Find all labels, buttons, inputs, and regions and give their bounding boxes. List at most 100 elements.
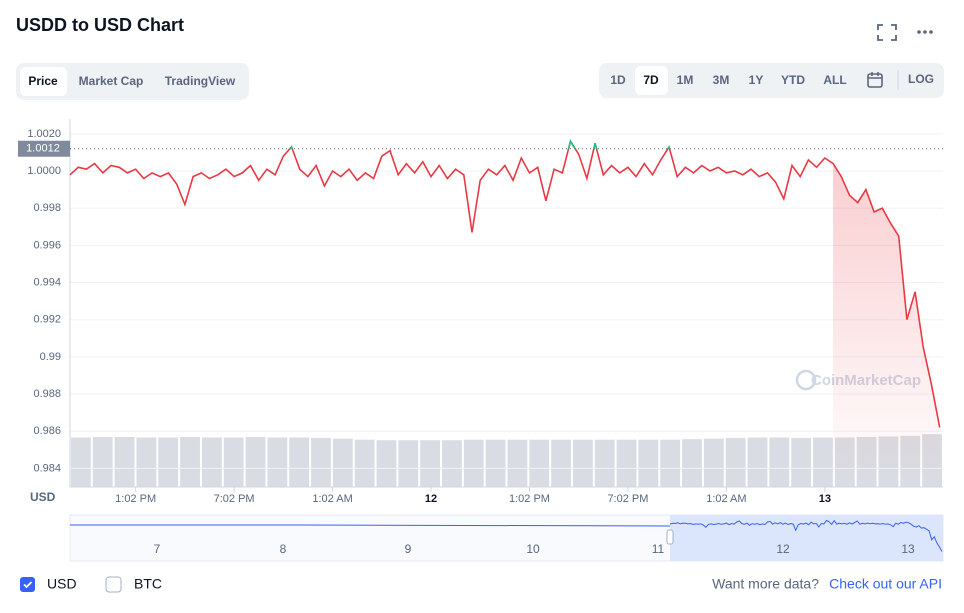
x-tick-label: 1:02 AM — [312, 493, 352, 505]
range-button[interactable]: ALL — [823, 73, 846, 87]
volume-bar — [660, 439, 681, 487]
volume-bar — [136, 437, 157, 487]
volume-bar — [747, 437, 768, 487]
volume-bar — [420, 440, 441, 487]
day-label: 10 — [526, 542, 540, 556]
day-label: 8 — [280, 542, 287, 556]
navigator-line — [669, 519, 943, 552]
day-label: 12 — [776, 542, 790, 556]
tab[interactable]: TradingView — [165, 74, 236, 88]
volume-bar — [507, 439, 528, 487]
x-tick-label: 13 — [819, 493, 831, 505]
range-group — [599, 63, 944, 98]
volume-bar — [354, 439, 375, 487]
x-tick-label: 1:02 PM — [509, 493, 550, 505]
plot: 0.984 0.986 0.988 0.99 0.992 0.994 0.996 0.998 1… — [18, 119, 943, 505]
volume-bar — [813, 437, 833, 487]
x-tick-label: 7:02 PM — [607, 493, 648, 505]
range-button[interactable]: 7D — [643, 73, 659, 87]
day-label: 11 — [652, 542, 665, 556]
watermark-logo — [795, 369, 817, 391]
volume-bar — [551, 439, 571, 487]
volume-bar — [682, 439, 702, 487]
range-button[interactable]: YTD — [781, 73, 805, 87]
volume-bar — [245, 436, 266, 487]
page-title: USDD to USD Chart — [16, 15, 184, 35]
x-tick-label: 1:02 PM — [115, 493, 156, 505]
footer-prompt: Want more data? — [712, 576, 819, 592]
range-button[interactable]: 3M — [713, 73, 730, 87]
checkbox-checked[interactable] — [20, 577, 35, 592]
current-price-box — [18, 140, 70, 157]
volume-bar — [92, 436, 113, 487]
volume-bar — [703, 438, 724, 487]
volume-bar — [311, 438, 331, 487]
volume-bar — [376, 440, 397, 487]
y-tick-label: 0.988 — [33, 388, 61, 400]
price-line — [69, 139, 941, 428]
volume-bar — [158, 437, 179, 487]
navigator-selection[interactable] — [670, 515, 943, 561]
tab-active — [20, 67, 67, 96]
y-tick-label: 0.998 — [33, 202, 61, 214]
volume-bar — [616, 439, 637, 487]
x-tick-label: 12 — [425, 493, 437, 505]
price-line-up — [288, 139, 671, 149]
check-mark — [23, 581, 33, 589]
option-label[interactable]: USD — [47, 576, 77, 592]
volume-bar — [529, 439, 550, 487]
axis-label: USD — [30, 490, 56, 504]
area-fill — [833, 163, 940, 487]
navigator-history — [70, 524, 671, 527]
y-tick-label: 0.996 — [33, 239, 61, 251]
volume-bar — [180, 436, 200, 487]
volume-bar — [398, 440, 419, 487]
tab[interactable]: Price — [28, 74, 58, 88]
volume-bar — [332, 438, 353, 487]
range-button[interactable]: 1M — [677, 73, 694, 87]
volume-bar — [485, 439, 506, 487]
navigator-labels: 7 8 9 10 11 12 13 — [154, 542, 915, 556]
volume-bar — [594, 439, 615, 487]
volume-bar — [442, 440, 462, 487]
volume-bar — [791, 438, 812, 487]
day-label: 13 — [901, 542, 915, 556]
checkbox[interactable] — [105, 576, 122, 593]
navigator-handle[interactable] — [666, 529, 674, 545]
y-tick-label: 0.986 — [33, 425, 61, 437]
more-icon[interactable] — [917, 30, 933, 34]
option-label[interactable]: BTC — [134, 576, 162, 592]
volume-bar — [725, 438, 746, 487]
y-tick-label: 0.99 — [40, 351, 61, 363]
volume-bar — [463, 439, 484, 487]
calendar-icon[interactable] — [867, 72, 883, 88]
x-tick-label: 7:02 PM — [214, 493, 255, 505]
volume-bar — [289, 437, 310, 487]
tab-group — [16, 63, 249, 100]
volume-bar — [638, 439, 659, 487]
volume-bar — [769, 437, 790, 487]
x-tick-label: 1:02 AM — [706, 493, 746, 505]
day-label: 7 — [154, 542, 161, 556]
range-button[interactable]: 1D — [610, 73, 626, 87]
navigator-chart — [669, 519, 943, 552]
y-tick-label: 0.984 — [33, 462, 61, 474]
api-link[interactable]: Check out our API — [829, 576, 942, 592]
log-button[interactable]: LOG — [908, 72, 934, 86]
range-button[interactable]: 1Y — [749, 73, 764, 87]
y-tick-label: 0.994 — [33, 276, 61, 288]
volume-bar — [114, 436, 135, 487]
volume-bar — [201, 437, 222, 487]
fullscreen-icon[interactable] — [877, 24, 897, 41]
day-label: 9 — [405, 542, 412, 556]
volume-bar — [267, 437, 288, 487]
y-tick-label: 1.0000 — [27, 165, 61, 177]
y-tick-label: 1.0020 — [27, 128, 61, 140]
volume-bar — [572, 439, 593, 487]
tab[interactable]: Market Cap — [79, 74, 144, 88]
y-tick-label: 0.992 — [33, 314, 61, 326]
range-active — [635, 66, 668, 95]
volume-bar — [71, 437, 91, 487]
current-price-label: 1.0012 — [26, 143, 60, 155]
